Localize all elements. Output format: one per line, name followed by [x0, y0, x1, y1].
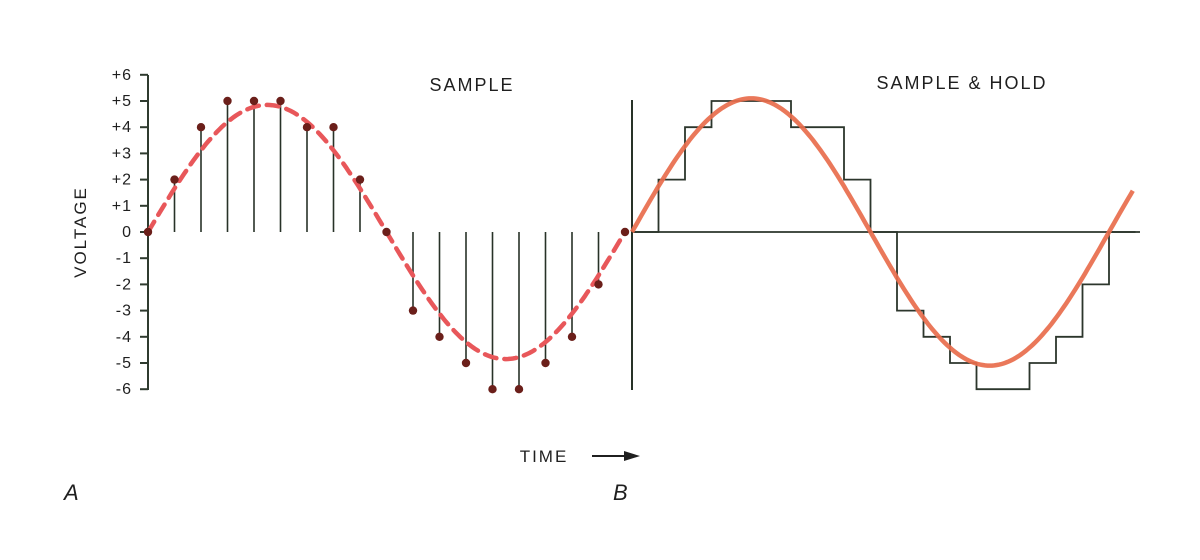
sample-point [276, 96, 285, 106]
panel-letter-a: A [62, 480, 79, 505]
sample-and-hold-staircase [632, 100, 1136, 391]
sample-point [196, 123, 206, 132]
sample-panel-title: SAMPLE [429, 75, 514, 95]
voltage-tick-label: -1 [116, 250, 132, 267]
sample-point [567, 332, 577, 341]
voltage-tick-label: -6 [116, 381, 132, 398]
sample-point [355, 175, 365, 184]
sample-point [620, 227, 630, 237]
voltage-tick-label: +3 [112, 145, 132, 162]
sample-points [143, 96, 630, 394]
sample-point [302, 123, 312, 132]
time-axis-label: TIME [520, 447, 569, 466]
sample-point [143, 227, 153, 237]
voltage-tick-label: +1 [112, 198, 132, 215]
voltage-axis-label: VOLTAGE [71, 186, 90, 278]
voltage-tick-label: -3 [116, 303, 132, 320]
sample-and-hold-panel-title: SAMPLE & HOLD [876, 73, 1047, 93]
sample-point [541, 358, 550, 368]
voltage-tick-label: 0 [122, 224, 132, 241]
sample-point [594, 280, 603, 289]
sample-point [249, 96, 259, 106]
panel-letter-b: B [613, 480, 628, 505]
voltage-tick-label: +5 [112, 93, 132, 110]
voltage-tick-label: -5 [116, 355, 132, 372]
voltage-tick-label: -4 [116, 329, 132, 346]
sample-point [488, 385, 497, 394]
time-arrow-icon [624, 451, 640, 461]
sample-and-hold-signal-curve [630, 96, 1135, 368]
sample-stems [173, 101, 600, 390]
voltage-tick-label: +2 [112, 172, 132, 189]
sample-point [461, 358, 471, 368]
sample-point [329, 123, 338, 132]
voltage-axis-ticks: +6 +5 +4 +3 +2 +1 0 -1 -2 -3 -4 -5 -6 [112, 67, 148, 398]
sample-point [223, 96, 232, 106]
sample-point [408, 306, 418, 315]
voltage-tick-label: -2 [116, 276, 132, 293]
voltage-tick-label: +4 [112, 119, 132, 136]
voltage-tick-label: +6 [112, 67, 132, 84]
sample-point [514, 385, 524, 394]
sample-point [170, 175, 179, 184]
sample-point [382, 227, 391, 237]
sample-point [435, 332, 444, 341]
